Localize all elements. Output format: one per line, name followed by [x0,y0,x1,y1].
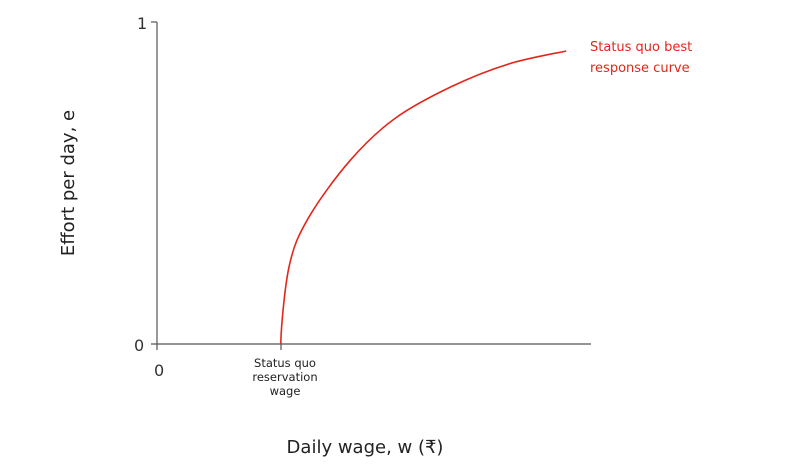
curve-label-1: Status quo best [590,40,692,55]
y-tick-label-1: 1 [137,14,147,33]
reservation-wage-label-1: Status quo [254,356,316,370]
x-axis-label: Daily wage, w (₹) [287,437,444,458]
y-tick-label-0: 0 [134,336,144,355]
curve-label-2: response curve [590,61,690,76]
y-axis-label: Effort per day, e [58,110,79,256]
reservation-wage-label-3: wage [270,384,301,398]
x-tick-label-0: 0 [154,361,164,380]
reservation-wage-label-2: reservation [252,370,317,384]
best-response-curve [280,50,567,345]
